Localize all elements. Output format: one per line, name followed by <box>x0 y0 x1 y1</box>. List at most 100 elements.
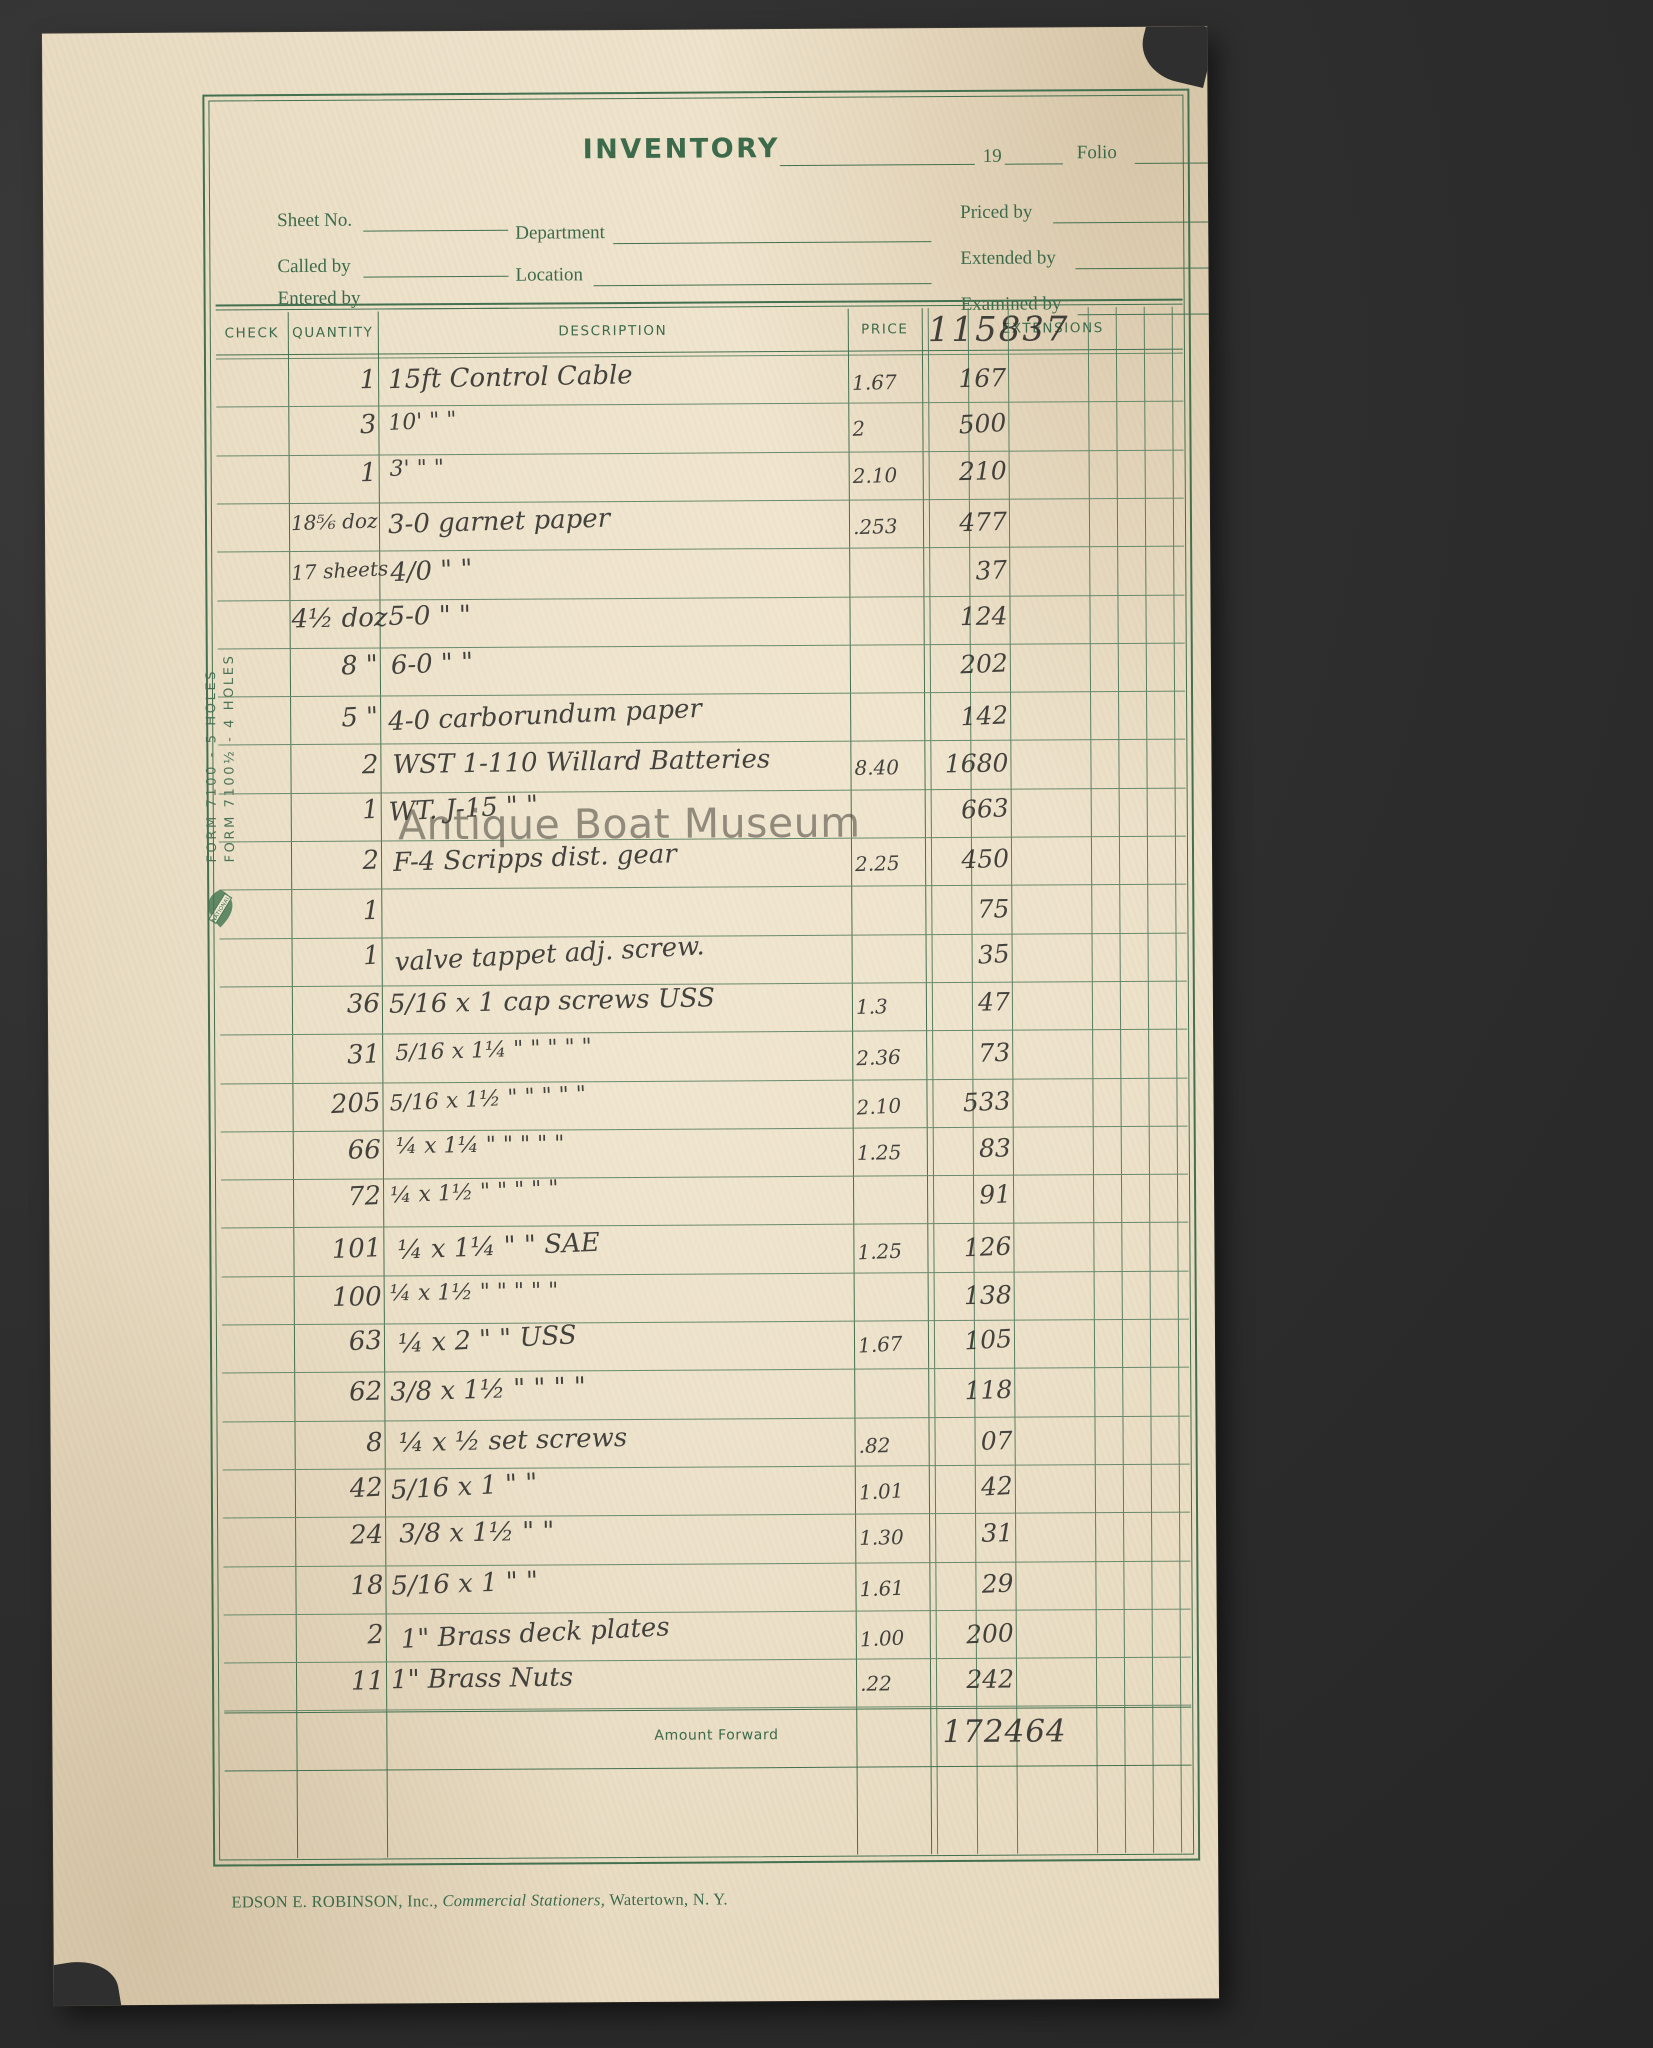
folio-label: Folio <box>1076 142 1117 164</box>
cell-extension: 126 <box>963 1231 1012 1263</box>
cell-quantity: 3 <box>359 409 378 441</box>
title-rule <box>779 163 975 167</box>
year-rule <box>1004 163 1063 165</box>
cell-quantity: 100 <box>331 1281 382 1313</box>
cell-quantity: 2 <box>361 750 379 781</box>
cell-description: 5/16 x 1¼ " " " " " <box>394 1034 593 1067</box>
ext-rule-3 <box>1087 307 1099 1854</box>
national-logo-icon: NATIONAL <box>203 887 237 929</box>
cell-quantity: 101 <box>331 1233 382 1266</box>
cell-description: 3-0 garnet paper <box>387 503 611 541</box>
cell-description: 6-0 " " <box>390 647 475 682</box>
cell-description: 4/0 " " <box>389 554 474 589</box>
cell-price: 1.01 <box>858 1478 905 1505</box>
inventory-sheet: FORM 7100 - 5 HOLES FORM 7100½ - 4 HOLES… <box>41 26 1220 2006</box>
cell-price: 1.25 <box>856 1139 902 1165</box>
field-rule-extended-by <box>1075 267 1220 270</box>
cell-extension: 35 <box>977 939 1011 970</box>
cell-price: 1.67 <box>857 1331 904 1358</box>
table-row-rule <box>221 1318 1189 1326</box>
inventory-table: CHECK QUANTITY DESCRIPTION PRICE EXTENSI… <box>215 306 1192 1859</box>
field-rule-department <box>613 241 932 245</box>
cell-price: 1.25 <box>856 1238 903 1265</box>
page-title: INVENTORY <box>582 133 781 166</box>
table-row-rule <box>220 1077 1188 1085</box>
cell-description: 3' " " <box>388 455 444 482</box>
cell-description: 4-0 carborundum paper <box>388 693 703 738</box>
table-row-rule <box>222 1463 1190 1471</box>
cell-price: 1.3 <box>855 993 888 1019</box>
cell-quantity: 1 <box>361 794 380 826</box>
cell-description: 5/16 x 1½ " " " " " <box>388 1082 587 1118</box>
cell-description: 5/16 x 1 " " <box>389 1468 538 1506</box>
cell-quantity: 1 <box>359 365 377 396</box>
cell-quantity: 18 <box>349 1570 384 1602</box>
cell-extension: 210 <box>958 455 1007 486</box>
cell-extension: 47 <box>977 986 1011 1017</box>
table-row-rule <box>220 1125 1188 1133</box>
cell-extension: 118 <box>964 1374 1013 1405</box>
column-header-price: PRICE <box>861 321 909 338</box>
table-row-rule <box>221 1221 1189 1229</box>
field-rule-sheet-no <box>363 229 509 232</box>
table-row-rule <box>222 1415 1190 1423</box>
cell-description: ¼ x 1¼ " " " " " <box>395 1131 565 1159</box>
cell-quantity: 1 <box>359 457 378 488</box>
cell-description: ¼ x ½ set screws <box>398 1422 628 1459</box>
cell-extension: 42 <box>980 1470 1014 1502</box>
cell-description: 1" Brass Nuts <box>391 1662 574 1696</box>
field-rule-called-by <box>363 275 509 278</box>
cell-quantity: 42 <box>348 1472 384 1505</box>
cell-quantity: 2 <box>366 1619 385 1651</box>
table-row-rule <box>217 545 1185 553</box>
cell-extension: 37 <box>974 555 1008 586</box>
cell-extension: 124 <box>959 601 1008 632</box>
cell-description: 5-0 " " <box>388 600 471 632</box>
cell-extension: 142 <box>959 700 1009 732</box>
cell-price: 1.67 <box>851 370 897 396</box>
table-row-rule <box>216 497 1184 505</box>
cell-extension: 91 <box>978 1179 1012 1211</box>
cell-extension: 663 <box>960 792 1010 825</box>
cell-extension: 29 <box>981 1568 1014 1599</box>
cell-price: .253 <box>852 513 898 540</box>
cell-price: 2.25 <box>854 850 900 876</box>
cell-extension: 200 <box>965 1618 1015 1650</box>
cell-extension: 07 <box>980 1425 1013 1456</box>
cell-quantity: 205 <box>330 1088 382 1121</box>
column-header-quantity: QUANTITY <box>292 324 374 342</box>
cell-quantity: 62 <box>348 1376 383 1408</box>
field-label-sheet-no: Sheet No. <box>277 209 353 232</box>
cell-price: 2.10 <box>855 1093 902 1120</box>
table-row-rule <box>219 883 1187 891</box>
col-sep-price <box>921 308 933 1855</box>
cell-quantity: 72 <box>347 1181 382 1213</box>
cell-price: 8.40 <box>854 755 900 781</box>
cell-quantity: 1 <box>362 940 381 972</box>
table-bottom-rule <box>224 1764 1192 1772</box>
cell-quantity: 2 <box>362 845 380 876</box>
table-row-rule <box>223 1560 1191 1567</box>
printed-form: FORM 7100 - 5 HOLES FORM 7100½ - 4 HOLES… <box>42 26 1220 2005</box>
cell-description: WST 1-110 Willard Batteries <box>392 744 771 781</box>
table-row-rule <box>220 1173 1188 1181</box>
cell-extension: 500 <box>957 407 1008 440</box>
cell-quantity: 31 <box>346 1039 381 1071</box>
cell-price: .22 <box>859 1671 893 1696</box>
table-row-rule <box>217 642 1185 650</box>
table-row-rule <box>218 835 1186 843</box>
cell-description: ¼ x 1¼ " " SAE <box>396 1227 600 1266</box>
cell-price: 1.30 <box>858 1525 904 1550</box>
year-label: 19 <box>982 145 1002 167</box>
form-heading: INVENTORY 19 Folio Sheet No. Called by E… <box>214 101 1220 316</box>
col-sep-description <box>847 308 859 1855</box>
column-header-check: CHECK <box>224 325 280 342</box>
field-label-location: Location <box>515 264 584 286</box>
cell-price: 2.10 <box>852 462 898 488</box>
cell-description: 10' " " <box>387 407 457 436</box>
cell-extension: 105 <box>963 1323 1013 1356</box>
cell-quantity: 18⅚ doz <box>290 508 378 536</box>
cell-quantity: 8 <box>365 1427 383 1458</box>
field-label-extended-by: Extended by <box>960 247 1056 269</box>
imprint-city: Watertown, N. Y. <box>609 1889 728 1910</box>
